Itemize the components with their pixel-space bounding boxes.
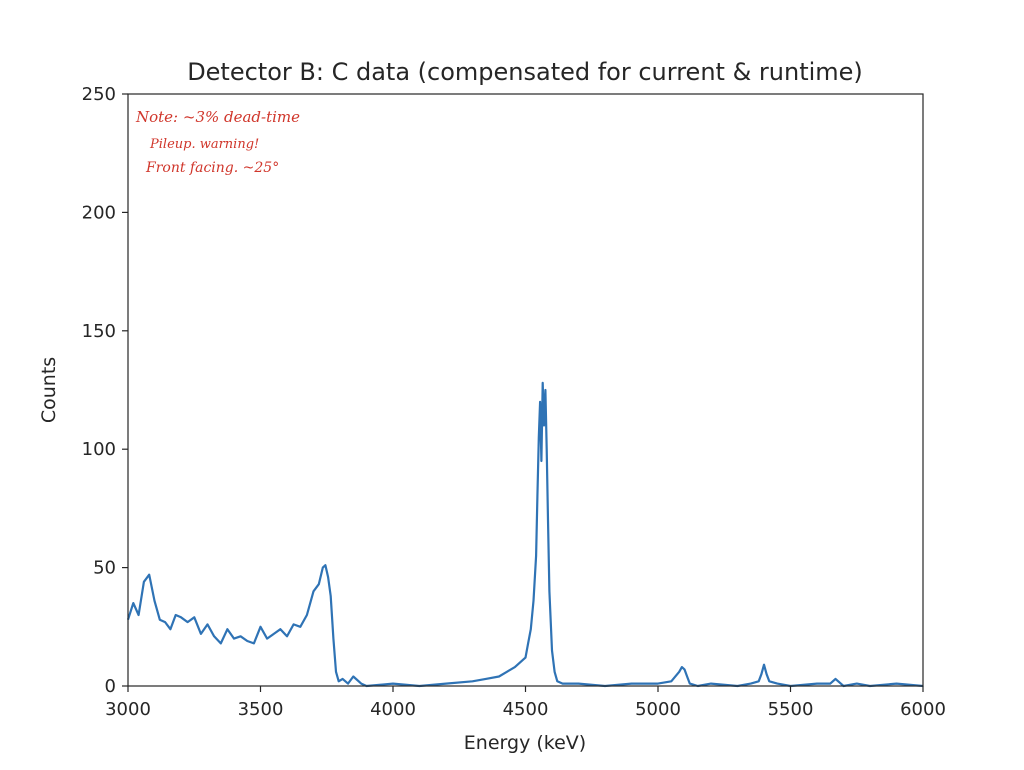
y-tick-label: 50 (93, 558, 116, 579)
y-tick-label: 150 (82, 321, 116, 342)
y-tick-label: 0 (105, 676, 116, 697)
x-tick-label: 4000 (370, 699, 416, 720)
x-tick-label: 3000 (105, 699, 151, 720)
y-axis-label: Counts (38, 357, 60, 423)
y-axis: 0 50 100 150 200 250 (82, 84, 128, 697)
y-tick-label: 250 (82, 84, 116, 105)
note-line-1: Note: ~3% dead-time (135, 108, 300, 126)
y-tick-label: 100 (82, 439, 116, 460)
plot-background (128, 94, 923, 686)
handwritten-note: Note: ~3% dead-time Pileup. warning! Fro… (135, 108, 300, 176)
chart-title: Detector B: C data (compensated for curr… (187, 58, 863, 86)
x-axis-label: Energy (keV) (464, 732, 586, 754)
x-tick-label: 4500 (503, 699, 549, 720)
note-line-2: Pileup. warning! (149, 137, 259, 152)
x-tick-label: 5500 (768, 699, 814, 720)
plot-area (126, 94, 924, 688)
x-tick-label: 5000 (635, 699, 681, 720)
series-line (126, 381, 924, 688)
note-line-3: Front facing. ~25° (145, 160, 279, 176)
x-tick-label: 3500 (238, 699, 284, 720)
x-tick-label: 6000 (900, 699, 946, 720)
y-tick-label: 200 (82, 202, 116, 223)
x-axis: 3000 3500 4000 4500 5000 5500 6000 (105, 686, 946, 720)
